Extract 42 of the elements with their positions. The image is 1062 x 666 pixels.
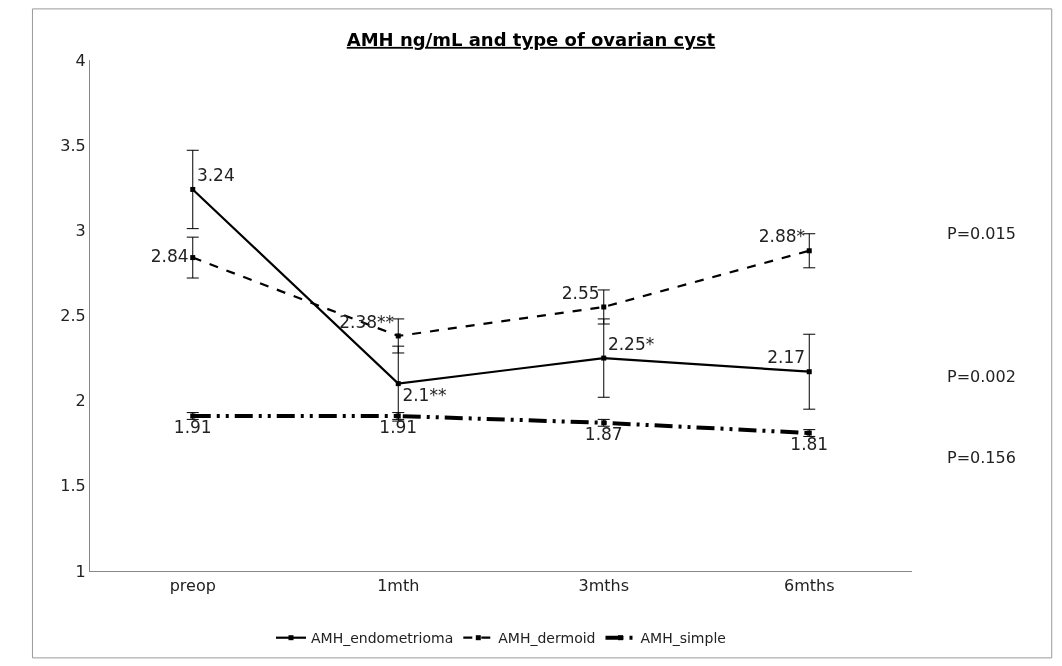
y-tick-label: 1.5 xyxy=(60,476,86,496)
legend-label: AMH_dermoid xyxy=(498,630,596,647)
text: P=0.015 xyxy=(947,224,1016,243)
data-label: 3.24 xyxy=(196,165,235,186)
chart-title: AMH ng/mL and type of ovarian cyst xyxy=(346,28,716,50)
point xyxy=(190,413,196,419)
data-label: 2.55 xyxy=(561,282,600,303)
point xyxy=(395,333,401,339)
data-label: 1.91 xyxy=(379,416,418,437)
data-label: 1.91 xyxy=(173,416,212,437)
point xyxy=(806,369,812,375)
legend-label: AMH_simple xyxy=(640,630,726,647)
y-tick-label: 3.5 xyxy=(60,135,86,155)
point xyxy=(601,420,607,426)
x-tick-label: 6mths xyxy=(783,576,835,596)
data-label: 1.87 xyxy=(584,423,623,444)
y-tick-label: 1 xyxy=(75,561,86,581)
y-tick-label: 4 xyxy=(75,50,86,70)
text: P=0.002 xyxy=(947,367,1016,386)
x-tick-label: 1mth xyxy=(377,576,420,596)
data-label: 2.17 xyxy=(767,347,806,368)
point xyxy=(190,255,196,261)
data-label: 2.84 xyxy=(150,245,189,266)
data-label: 1.81 xyxy=(790,433,829,454)
x-tick-label: 3mths xyxy=(578,576,630,596)
point xyxy=(190,186,196,192)
x-tick-label: preop xyxy=(169,576,216,596)
data-label: 2.25* xyxy=(607,333,655,354)
data-label: 2.38** xyxy=(339,311,395,332)
y-tick-label: 2.5 xyxy=(60,306,86,326)
y-tick-label: 2 xyxy=(75,391,86,411)
data-label: 2.1** xyxy=(402,384,447,405)
point xyxy=(601,304,607,310)
point xyxy=(395,381,401,387)
point xyxy=(806,248,812,254)
legend-label: AMH_endometrioma xyxy=(311,630,454,647)
point xyxy=(395,413,401,419)
point xyxy=(806,430,812,436)
data-label: 2.88* xyxy=(758,226,806,247)
point xyxy=(601,355,607,361)
text: P=0.156 xyxy=(947,448,1016,467)
y-tick-label: 3 xyxy=(75,220,86,240)
